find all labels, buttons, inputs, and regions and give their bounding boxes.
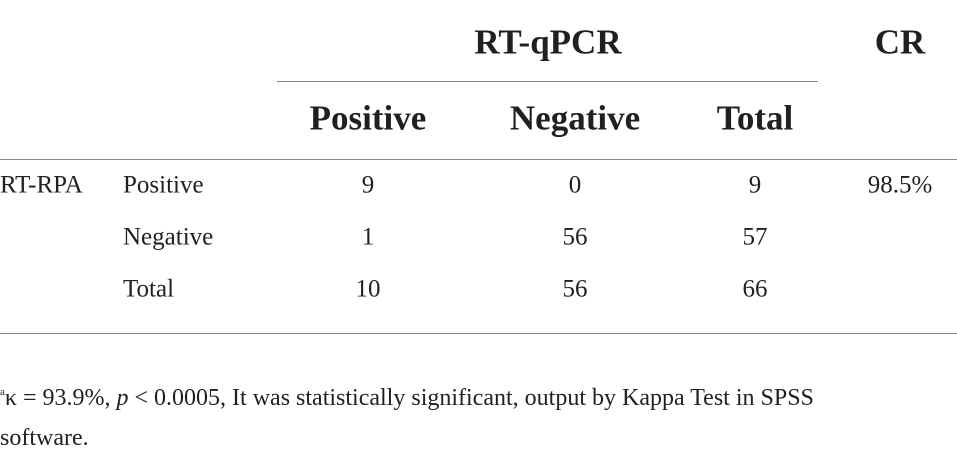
cell: 9 — [361, 171, 375, 199]
cell: 0 — [568, 171, 582, 199]
column-header: Total — [716, 98, 794, 138]
cr-header: CR — [874, 22, 926, 62]
footnote-italic: p — [116, 385, 129, 411]
cell: 56 — [562, 223, 588, 251]
column-header: Positive — [309, 98, 427, 138]
footnote-text: κ = 93.9%, — [4, 385, 117, 411]
column-header: Negative — [509, 98, 641, 138]
footnote-text: < 0.0005, It was statistically significa… — [0, 385, 814, 451]
row-label: Negative — [123, 223, 214, 251]
cell: 57 — [742, 223, 768, 251]
footnote-marker: a — [0, 386, 5, 398]
row-group: RT-RPA — [0, 171, 83, 199]
cell: 1 — [361, 223, 375, 251]
row-label: Total — [123, 275, 175, 303]
cell: 56 — [562, 275, 588, 303]
group-rule — [277, 81, 818, 82]
group-header: RT-qPCR — [474, 22, 622, 62]
row-label: Positive — [123, 171, 204, 199]
cell: 9 — [748, 171, 762, 199]
bottom-rule — [0, 333, 957, 334]
cell: 10 — [355, 275, 381, 303]
cr-cell: 98.5% — [867, 171, 933, 199]
header-rule — [0, 159, 957, 160]
footnote: aκ = 93.9%, p < 0.0005, It was statistic… — [0, 372, 900, 458]
cell: 66 — [742, 275, 768, 303]
